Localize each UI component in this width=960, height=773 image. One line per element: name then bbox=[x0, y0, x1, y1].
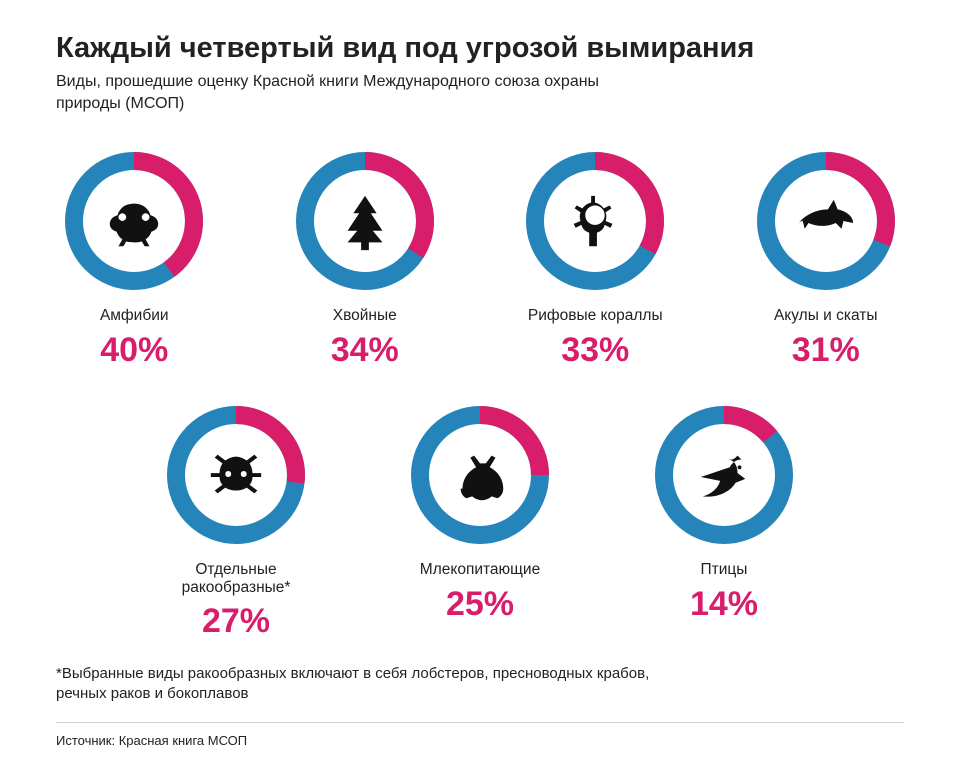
chart-area: Амфибии 40% Хвойные 34% Рифовые кораллы 33%… bbox=[56, 151, 904, 638]
species-card-mammals: Млекопитающие 25% bbox=[395, 405, 565, 638]
bear-icon bbox=[410, 405, 550, 545]
species-label: Птицы bbox=[701, 561, 748, 581]
chart-row: Амфибии 40% Хвойные 34% Рифовые кораллы 33%… bbox=[56, 151, 904, 367]
species-percentage: 14% bbox=[690, 587, 758, 621]
species-label: Отдельные ракообразные* bbox=[151, 561, 321, 598]
chart-row: Отдельные ракообразные* 27% Млекопитающие… bbox=[56, 405, 904, 638]
species-label: Рифовые кораллы bbox=[528, 307, 663, 327]
species-card-conifers: Хвойные 34% bbox=[287, 151, 444, 367]
bird-icon bbox=[654, 405, 794, 545]
species-card-birds: Птицы 14% bbox=[639, 405, 809, 638]
frog-icon bbox=[64, 151, 204, 291]
source-line: Источник: Красная книга МСОП bbox=[56, 722, 904, 748]
page-title: Каждый четвертый вид под угрозой вымиран… bbox=[56, 32, 904, 65]
page-subtitle: Виды, прошедшие оценку Красной книги Меж… bbox=[56, 71, 616, 114]
species-label: Млекопитающие bbox=[420, 561, 540, 581]
species-label: Хвойные bbox=[333, 307, 397, 327]
species-card-reef-corals: Рифовые кораллы 33% bbox=[517, 151, 674, 367]
donut-chart bbox=[410, 405, 550, 545]
species-percentage: 34% bbox=[331, 333, 399, 367]
species-percentage: 27% bbox=[202, 604, 270, 638]
donut-chart bbox=[525, 151, 665, 291]
shark-icon bbox=[756, 151, 896, 291]
donut-chart bbox=[166, 405, 306, 545]
donut-chart bbox=[64, 151, 204, 291]
species-percentage: 25% bbox=[446, 587, 514, 621]
species-label: Акулы и скаты bbox=[774, 307, 878, 327]
tree-icon bbox=[295, 151, 435, 291]
species-label: Амфибии bbox=[100, 307, 169, 327]
donut-chart bbox=[654, 405, 794, 545]
crab-icon bbox=[166, 405, 306, 545]
donut-chart bbox=[756, 151, 896, 291]
species-percentage: 33% bbox=[561, 333, 629, 367]
donut-chart bbox=[295, 151, 435, 291]
species-percentage: 40% bbox=[100, 333, 168, 367]
species-percentage: 31% bbox=[792, 333, 860, 367]
species-card-amphibians: Амфибии 40% bbox=[56, 151, 213, 367]
species-card-crustaceans: Отдельные ракообразные* 27% bbox=[151, 405, 321, 638]
coral-icon bbox=[525, 151, 665, 291]
species-card-sharks-rays: Акулы и скаты 31% bbox=[748, 151, 905, 367]
footnote: *Выбранные виды ракообразных включают в … bbox=[56, 664, 676, 705]
